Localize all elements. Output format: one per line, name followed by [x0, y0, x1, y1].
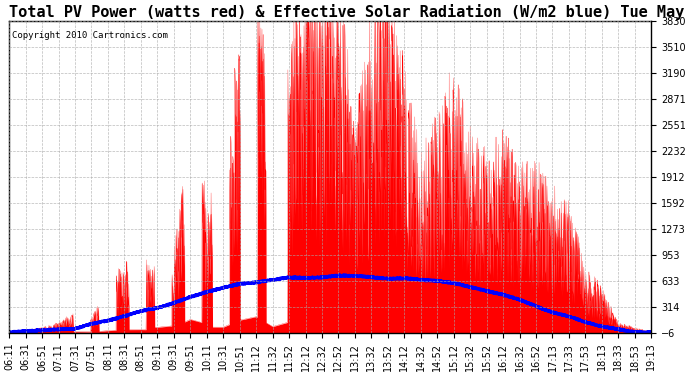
Text: Total PV Power (watts red) & Effective Solar Radiation (W/m2 blue) Tue May 4 19:: Total PV Power (watts red) & Effective S…: [9, 4, 690, 20]
Text: Copyright 2010 Cartronics.com: Copyright 2010 Cartronics.com: [12, 31, 168, 40]
